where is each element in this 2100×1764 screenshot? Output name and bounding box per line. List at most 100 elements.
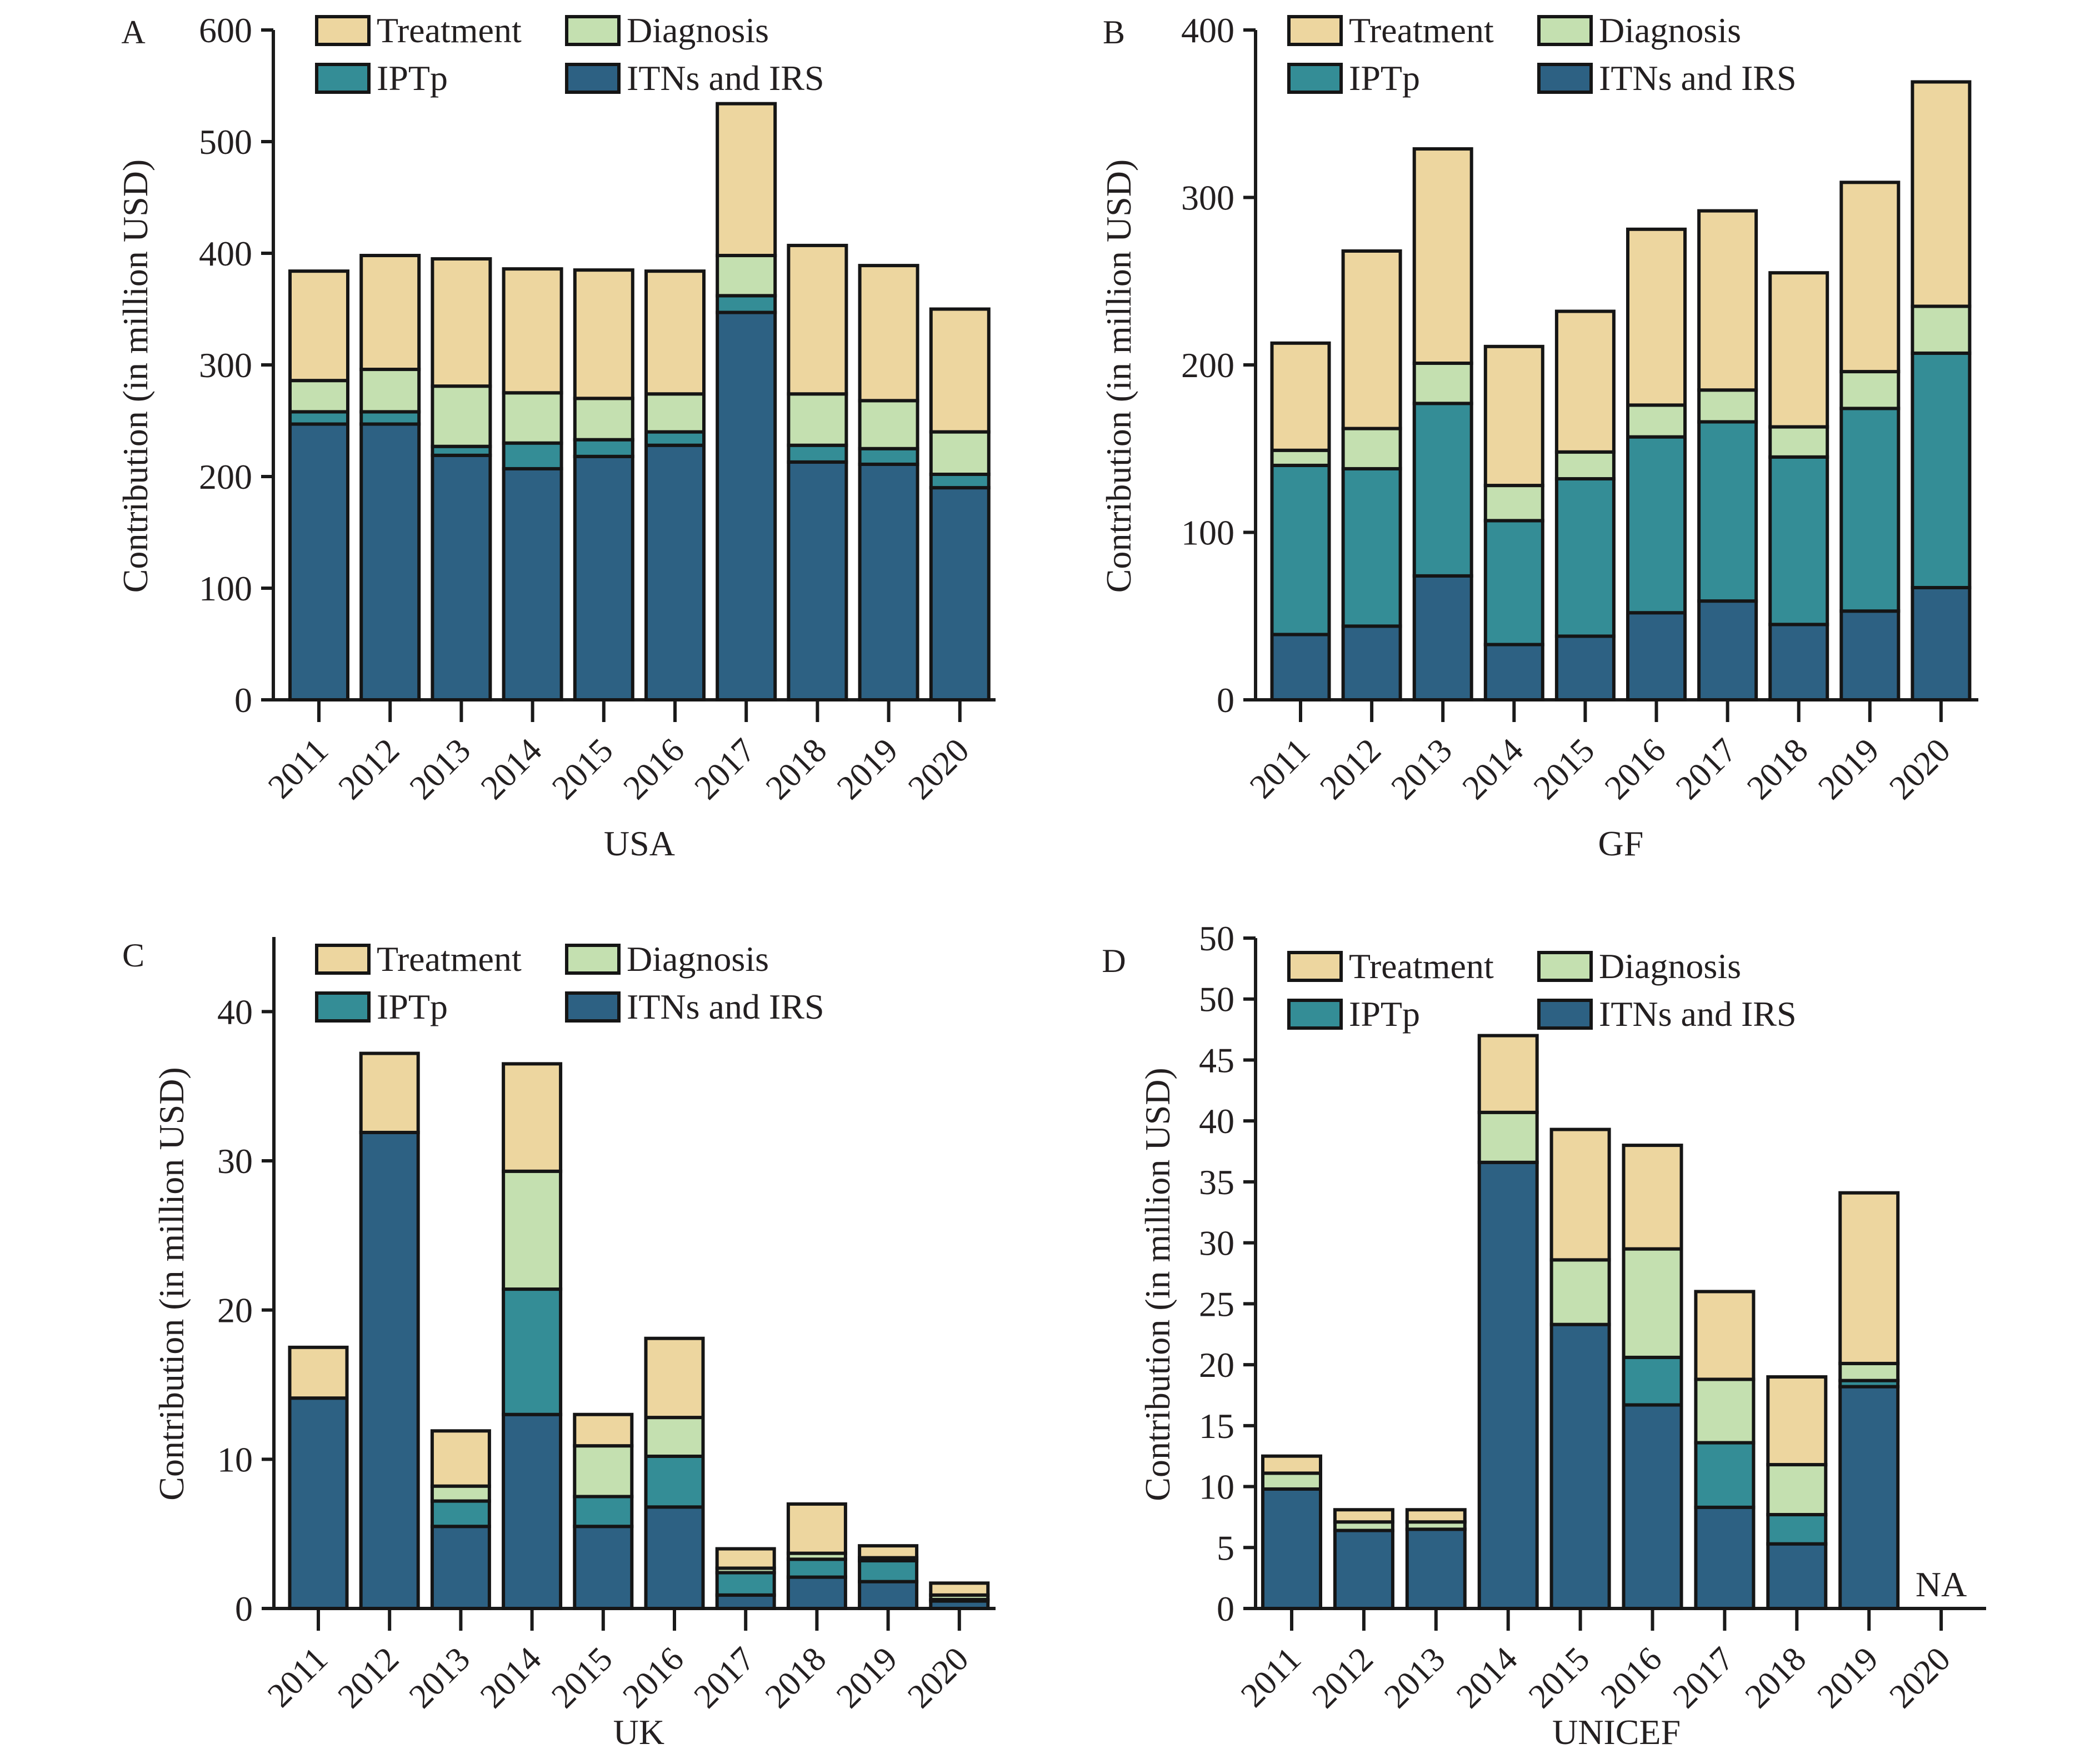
legend-label: IPTp bbox=[1349, 994, 1420, 1034]
bar-segment-diagnosis bbox=[502, 1169, 563, 1291]
bar-segment-diagnosis bbox=[1839, 370, 1901, 410]
legend-label: ITNs and IRS bbox=[1599, 58, 1797, 98]
y-tick-label: 20 bbox=[217, 1291, 253, 1330]
bar-segment-treatment bbox=[1626, 227, 1687, 407]
bar-segment-diagnosis bbox=[787, 392, 848, 447]
legend-item-diagnosis: Diagnosis bbox=[565, 939, 769, 979]
bar-stack bbox=[1768, 271, 1829, 701]
bar-stack bbox=[288, 1345, 349, 1610]
y-tick-label: 0 bbox=[235, 1589, 253, 1628]
x-tick-label: 2012 bbox=[1305, 1640, 1381, 1716]
panel-letter: D bbox=[1102, 943, 1126, 979]
panel-letter: A bbox=[121, 14, 145, 51]
y-tick-label: 30 bbox=[1199, 1224, 1234, 1263]
y-tick-label: 300 bbox=[1181, 178, 1234, 218]
bar-stack bbox=[929, 1581, 990, 1610]
y-axis-title: Contribution (in million USD) bbox=[152, 1067, 191, 1500]
bar-segment-itns-irs bbox=[1270, 633, 1331, 702]
bar-segment-diagnosis bbox=[1766, 1463, 1828, 1517]
bar-stack bbox=[502, 267, 563, 701]
bar-segment-diagnosis bbox=[644, 392, 706, 434]
bar-segment-itns-irs bbox=[1766, 1542, 1828, 1611]
bar-segment-iptp bbox=[1554, 477, 1616, 638]
bar-stack bbox=[573, 1412, 634, 1611]
bar-stack bbox=[1626, 227, 1687, 701]
panel-gf: B 0 100 200 300 400 Contribution (in million U… bbox=[1099, 11, 1978, 863]
bar-segment-treatment bbox=[1694, 1290, 1756, 1381]
x-axis-title: UNICEF bbox=[1552, 1712, 1681, 1752]
bar-segment-diagnosis bbox=[1838, 1361, 1900, 1382]
legend-swatch bbox=[565, 991, 621, 1023]
bar-stack bbox=[288, 269, 349, 702]
y-tick-label: 5 bbox=[1217, 1528, 1234, 1567]
legend: Treatment Diagnosis IPTp ITNs and IRS bbox=[1287, 946, 1797, 1034]
bar-segment-diagnosis bbox=[359, 368, 421, 414]
legend-swatch bbox=[1287, 999, 1343, 1030]
x-tick-label: 2018 bbox=[1740, 731, 1816, 807]
bar-segment-itns-irs bbox=[1412, 574, 1473, 702]
bar-segment-treatment bbox=[716, 102, 777, 258]
bar-segment-treatment bbox=[786, 1502, 847, 1555]
x-tick-label: 2011 bbox=[261, 731, 336, 806]
legend-label: ITNs and IRS bbox=[627, 58, 824, 98]
bar-segment-iptp bbox=[715, 1571, 776, 1597]
bar-segment-itns-irs bbox=[430, 1525, 491, 1611]
bar-segment-itns-irs bbox=[1477, 1160, 1539, 1610]
bar-segment-itns-irs bbox=[1622, 1403, 1683, 1611]
legend-label: Diagnosis bbox=[627, 11, 769, 50]
y-axis-title: Contribution (in million USD) bbox=[116, 159, 155, 593]
bar-segment-treatment bbox=[502, 267, 563, 395]
bar-stack bbox=[1270, 341, 1331, 702]
bar-stack bbox=[1838, 1191, 1900, 1611]
y-tick-label: 100 bbox=[1181, 513, 1234, 553]
y-tick-label: 10 bbox=[1199, 1467, 1234, 1507]
bar-segment-treatment bbox=[1554, 309, 1616, 454]
bar-stack bbox=[502, 1062, 563, 1611]
legend-swatch bbox=[1537, 15, 1593, 46]
x-tick-label: 2012 bbox=[331, 1640, 406, 1716]
bar-segment-diagnosis bbox=[288, 379, 349, 414]
x-tick-label: 2011 bbox=[1243, 731, 1317, 806]
bar-segment-treatment bbox=[1405, 1508, 1467, 1524]
legend-swatch bbox=[1287, 15, 1343, 46]
bar-segment-treatment bbox=[430, 1429, 491, 1488]
bar-segment-diagnosis bbox=[1261, 1471, 1322, 1491]
bar-segment-itns-irs bbox=[715, 1593, 776, 1611]
bar-segment-itns-irs bbox=[1554, 634, 1616, 702]
bar-stack bbox=[430, 1429, 491, 1611]
x-tick-label: 2019 bbox=[830, 731, 906, 807]
bar-stack bbox=[1333, 1508, 1394, 1610]
legend-swatch bbox=[315, 944, 371, 975]
x-tick-label: 2016 bbox=[1594, 1640, 1669, 1716]
bar-segment-iptp bbox=[573, 1495, 634, 1529]
bar-segment-itns-irs bbox=[1911, 585, 1972, 701]
bar-segment-diagnosis bbox=[573, 397, 634, 442]
y-tick-label: 500 bbox=[199, 122, 252, 162]
bar-segment-itns-irs bbox=[1483, 643, 1544, 702]
bar-segment-diagnosis bbox=[1911, 304, 1972, 355]
bar-stack bbox=[1554, 309, 1616, 702]
x-tick-label: 2013 bbox=[402, 1640, 478, 1716]
bar-stack bbox=[1261, 1454, 1322, 1611]
bar-segment-diagnosis bbox=[1483, 484, 1544, 523]
bar-segment-iptp bbox=[1412, 402, 1473, 578]
x-tick-label: 2014 bbox=[1455, 731, 1531, 807]
bar-segment-treatment bbox=[929, 307, 991, 434]
y-axis-title: Contribution (in million USD) bbox=[1099, 159, 1138, 593]
bar-segment-itns-irs bbox=[644, 1505, 705, 1610]
legend-item-itns-irs: ITNs and IRS bbox=[565, 58, 824, 98]
bar-segment-iptp bbox=[1839, 407, 1901, 613]
x-tick-label: 2020 bbox=[1882, 731, 1958, 807]
bar-stack bbox=[1405, 1508, 1467, 1610]
bar-segment-itns-irs bbox=[787, 460, 848, 701]
y-tick-label: 400 bbox=[1181, 11, 1234, 50]
legend-swatch bbox=[1537, 63, 1593, 94]
bar-segment-iptp bbox=[1626, 435, 1687, 615]
bar-segment-diagnosis bbox=[1554, 450, 1616, 481]
bar-segment-diagnosis bbox=[1768, 425, 1829, 459]
bar-segment-iptp bbox=[1694, 1441, 1756, 1509]
bar-segment-iptp bbox=[288, 410, 349, 426]
panel-usa: A 0 100 200 300 400 500 600 Contribution (in mil… bbox=[116, 11, 996, 863]
legend-swatch bbox=[1287, 951, 1343, 982]
legend-swatch bbox=[1287, 63, 1343, 94]
